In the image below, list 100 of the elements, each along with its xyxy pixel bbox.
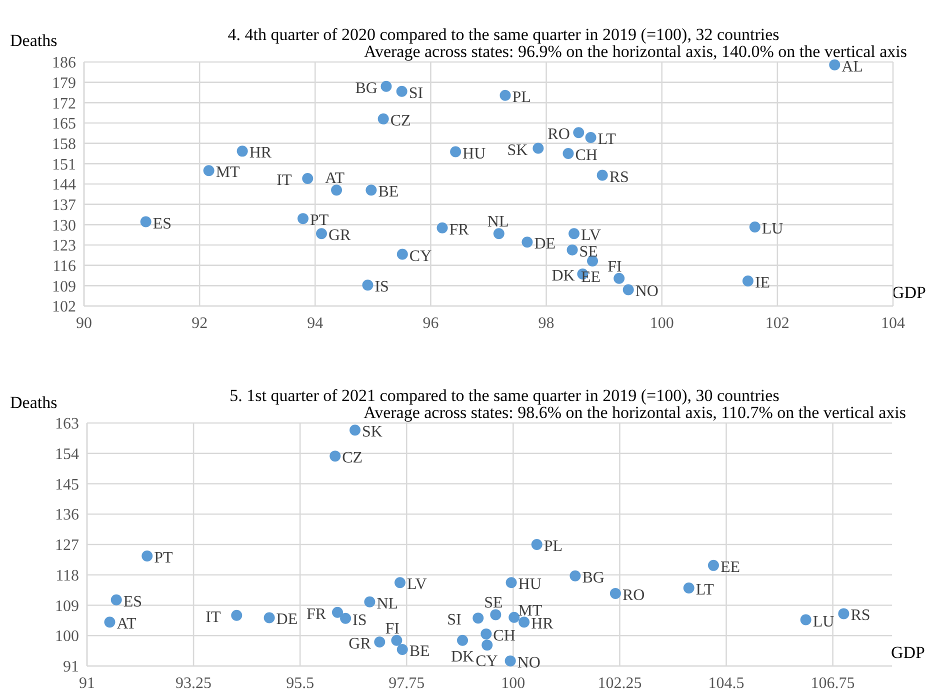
annotation: FI xyxy=(385,620,400,638)
point xyxy=(683,582,694,594)
point xyxy=(532,142,544,154)
annotation: PT xyxy=(310,212,329,230)
annotation: PT xyxy=(154,549,174,566)
point xyxy=(622,284,634,296)
annotation: HR xyxy=(249,144,272,162)
chart-title: 4. 4th quarter of 2020 compared to the same quarter in 2019 (=100), 32 countries xyxy=(228,25,780,44)
point xyxy=(562,148,574,159)
annotation: RO xyxy=(622,586,645,604)
x-tick-label: 98 xyxy=(538,315,554,332)
annotation: FI xyxy=(608,258,622,276)
point xyxy=(493,228,504,240)
point xyxy=(490,609,502,620)
point xyxy=(396,644,408,655)
annotation: DK xyxy=(552,268,576,285)
point xyxy=(585,132,596,144)
point xyxy=(298,213,309,224)
point xyxy=(518,616,530,628)
x-tick-label: 106.75 xyxy=(810,675,855,692)
point xyxy=(749,222,760,232)
point xyxy=(104,616,116,628)
point xyxy=(302,172,314,184)
point xyxy=(500,90,511,101)
point xyxy=(506,577,517,588)
point xyxy=(110,594,122,606)
x-axis-title: GDP xyxy=(890,643,925,662)
annotation: CZ xyxy=(390,112,411,130)
point xyxy=(708,560,719,571)
annotation: CY xyxy=(409,248,432,265)
y-tick-label: 172 xyxy=(52,95,76,112)
annotation: BG xyxy=(582,569,605,586)
point xyxy=(391,634,402,646)
annotation: CZ xyxy=(342,450,363,467)
annotation: MT xyxy=(216,164,240,182)
annotation: NO xyxy=(517,654,540,672)
annotation: CH xyxy=(493,627,516,644)
point xyxy=(316,228,327,240)
annotation: CH xyxy=(575,147,598,164)
point xyxy=(374,636,386,648)
annotation: IT xyxy=(206,608,221,626)
point xyxy=(457,634,468,646)
point xyxy=(264,612,275,624)
y-tick-label: 137 xyxy=(52,196,76,214)
point xyxy=(596,170,608,181)
x-tick-label: 100 xyxy=(501,675,526,692)
y-tick-label: 186 xyxy=(52,54,76,72)
annotation: IS xyxy=(374,278,389,296)
y-axis-title: Deaths xyxy=(10,31,58,50)
annotation: LU xyxy=(812,613,835,630)
y-tick-label: 151 xyxy=(52,156,76,174)
point xyxy=(364,596,376,608)
annotation: DK xyxy=(451,648,475,666)
y-axis-title: Deaths xyxy=(10,393,58,412)
x-tick-label: 92 xyxy=(192,315,208,332)
point xyxy=(366,184,377,196)
point xyxy=(573,127,584,138)
point xyxy=(340,612,352,624)
annotation: SK xyxy=(362,424,383,441)
y-tick-label: 91 xyxy=(63,658,79,676)
annotation: BG xyxy=(355,80,378,97)
annotation: GR xyxy=(328,227,352,244)
point xyxy=(436,222,448,234)
x-tick-label: 97.75 xyxy=(388,675,425,692)
annotation: DE xyxy=(534,236,556,253)
y-tick-label: 158 xyxy=(52,136,76,153)
annotation: SI xyxy=(447,612,462,629)
point xyxy=(332,606,343,618)
annotation: SE xyxy=(484,594,503,612)
x-tick-label: 102 xyxy=(765,315,790,332)
point xyxy=(508,612,520,623)
point xyxy=(838,608,850,620)
point xyxy=(800,614,812,626)
point xyxy=(531,539,542,550)
y-tick-label: 179 xyxy=(52,74,76,92)
x-tick-label: 100 xyxy=(650,315,674,332)
annotation: DE xyxy=(276,611,298,628)
point xyxy=(568,228,580,240)
y-tick-label: 154 xyxy=(55,446,79,463)
point xyxy=(614,272,625,284)
y-tick-label: 116 xyxy=(52,258,76,275)
chart-title: 5. 1st quarter of 2021 compared to the same quarter in 2019 (=100), 30 countries xyxy=(230,386,780,405)
annotation: NO xyxy=(635,283,658,300)
annotation: IE xyxy=(754,274,770,292)
y-tick-label: 165 xyxy=(52,116,76,133)
annotation: RO xyxy=(548,126,570,144)
x-axis-title: GDP xyxy=(892,283,926,302)
annotation: IT xyxy=(276,172,292,189)
annotation: AL xyxy=(842,58,863,76)
y-tick-label: 130 xyxy=(52,217,76,234)
annotation: CY xyxy=(476,653,498,670)
point xyxy=(362,280,374,291)
x-tick-label: 104 xyxy=(881,315,905,332)
y-tick-label: 163 xyxy=(55,416,79,433)
point xyxy=(742,276,754,287)
annotation: NL xyxy=(487,214,509,231)
annotation: IS xyxy=(352,612,367,629)
annotation: AT xyxy=(116,616,137,633)
point xyxy=(480,628,492,640)
y-tick-label: 136 xyxy=(55,506,79,524)
